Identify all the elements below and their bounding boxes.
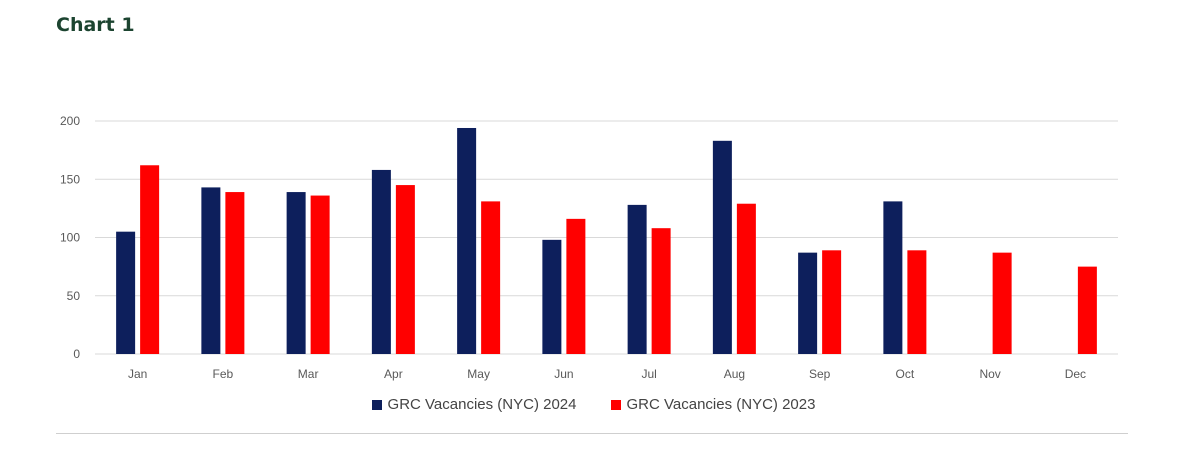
x-tick-label-feb: Feb: [213, 367, 234, 381]
bar-dec-series-1: [1077, 266, 1097, 354]
bar-jun-series-1: [566, 218, 586, 354]
x-axis-tick-labels: Jan Feb Mar Apr May Jun Jul Aug Sep Oct Nov Dec: [128, 367, 1086, 381]
bars: [116, 127, 1097, 355]
bar-mar-series-0: [286, 192, 306, 354]
bar-feb-series-0: [201, 187, 221, 354]
bar-oct-series-0: [883, 201, 903, 354]
y-tick-label-50: 50: [67, 289, 81, 303]
gridlines: [95, 120, 1118, 355]
bar-jun-series-0: [542, 239, 562, 354]
y-tick-label-150: 150: [60, 172, 80, 186]
x-tick-label-mar: Mar: [298, 367, 319, 381]
divider: [56, 433, 1128, 434]
legend-item-series-0: GRC Vacancies (NYC) 2024: [371, 396, 577, 413]
bar-may-series-1: [481, 201, 501, 354]
bar-mar-series-1: [310, 195, 330, 354]
bar-jul-series-0: [627, 204, 647, 354]
y-tick-label-200: 200: [60, 114, 80, 128]
chart-legend: GRC Vacancies (NYC) 2024 GRC Vacancies (…: [0, 396, 1187, 413]
bar-apr-series-0: [371, 169, 391, 354]
bar-aug-series-0: [712, 140, 732, 354]
bar-jan-series-0: [116, 231, 136, 354]
x-tick-label-nov: Nov: [979, 367, 1000, 381]
x-tick-label-jul: Jul: [641, 367, 656, 381]
x-tick-label-oct: Oct: [896, 367, 915, 381]
legend-swatch-series-0: [371, 399, 382, 410]
x-tick-label-sep: Sep: [809, 367, 831, 381]
x-tick-label-dec: Dec: [1065, 367, 1086, 381]
chart-heading: Chart 1: [56, 14, 135, 36]
x-tick-label-jan: Jan: [128, 367, 147, 381]
bar-jul-series-1: [651, 228, 671, 354]
legend-item-series-1: GRC Vacancies (NYC) 2023: [610, 396, 816, 413]
x-tick-label-jun: Jun: [554, 367, 573, 381]
bar-feb-series-1: [225, 192, 245, 354]
bar-apr-series-1: [395, 185, 415, 354]
y-tick-label-100: 100: [60, 231, 80, 245]
y-axis-tick-labels: 0 50 100 150 200: [60, 114, 80, 361]
y-tick-label-0: 0: [73, 347, 80, 361]
bar-aug-series-1: [736, 203, 756, 354]
legend-label-series-0: GRC Vacancies (NYC) 2024: [387, 396, 577, 413]
x-tick-label-may: May: [467, 367, 490, 381]
legend-swatch-series-1: [610, 399, 621, 410]
x-tick-label-apr: Apr: [384, 367, 403, 381]
bar-may-series-0: [457, 127, 477, 355]
x-tick-label-aug: Aug: [724, 367, 745, 381]
bar-sep-series-1: [822, 250, 842, 354]
bar-sep-series-0: [798, 252, 818, 354]
bar-oct-series-1: [907, 250, 927, 354]
bar-nov-series-1: [992, 252, 1012, 354]
bar-jan-series-1: [140, 165, 160, 354]
legend-label-series-1: GRC Vacancies (NYC) 2023: [626, 396, 816, 413]
